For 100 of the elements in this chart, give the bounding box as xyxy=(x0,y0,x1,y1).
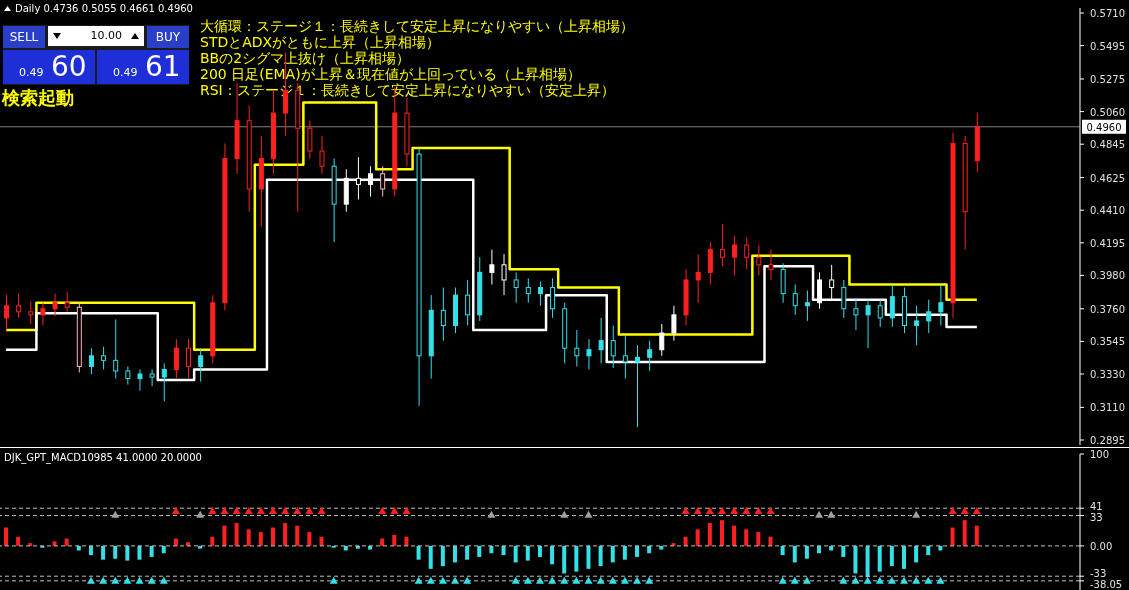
annotation: 0.49 xyxy=(19,66,44,79)
candlestick xyxy=(198,347,204,383)
point xyxy=(839,576,848,584)
y-tick-label: 100 xyxy=(1090,449,1110,460)
point xyxy=(802,576,811,584)
point xyxy=(463,576,472,584)
candlestick xyxy=(707,241,713,286)
bar xyxy=(647,545,652,554)
bar xyxy=(113,545,118,559)
point xyxy=(936,576,945,584)
candlestick xyxy=(440,287,446,342)
point xyxy=(766,506,775,514)
bar xyxy=(198,545,203,549)
point xyxy=(438,576,447,584)
point xyxy=(511,576,520,584)
point xyxy=(487,510,496,518)
annotation: 0.49 xyxy=(113,66,138,79)
candlestick xyxy=(877,299,883,328)
bar xyxy=(719,520,724,546)
sell-button: SELL xyxy=(3,26,45,48)
candlestick xyxy=(610,324,616,369)
bar xyxy=(841,545,846,557)
candlestick xyxy=(550,277,556,319)
bar xyxy=(16,536,21,546)
candlestick xyxy=(186,338,192,380)
bar xyxy=(246,529,251,546)
point xyxy=(536,576,544,584)
candlestick xyxy=(853,297,859,331)
point xyxy=(608,576,617,584)
point xyxy=(730,506,739,514)
point xyxy=(281,506,290,514)
point xyxy=(645,576,654,584)
point xyxy=(159,576,168,584)
bar xyxy=(695,529,700,546)
ref-line-label: 0.4960 xyxy=(1086,121,1122,133)
candlestick xyxy=(671,305,677,342)
candlestick xyxy=(817,271,823,310)
candlestick xyxy=(829,264,835,301)
point xyxy=(596,576,605,584)
bar xyxy=(270,527,275,546)
quantity-field: 10.00 xyxy=(48,26,144,46)
bar xyxy=(598,545,603,567)
point xyxy=(620,576,629,584)
y-tick-label: 0.5060 xyxy=(1090,106,1125,118)
bar xyxy=(525,545,530,561)
y-tick-label: 0.5710 xyxy=(1090,8,1125,20)
y-tick-label: 0.3110 xyxy=(1090,402,1125,414)
candlestick xyxy=(161,362,167,402)
candlestick xyxy=(52,293,58,317)
y-tick-label: 0.4410 xyxy=(1090,205,1125,217)
bar xyxy=(792,545,797,563)
y-tick-label: 0.3545 xyxy=(1090,336,1125,348)
bar xyxy=(161,545,166,554)
bar xyxy=(452,545,457,563)
point xyxy=(220,506,229,514)
bar xyxy=(974,525,979,546)
annotation: Daily 0.4736 0.5055 0.4661 0.4960 xyxy=(14,3,193,14)
point xyxy=(548,576,557,584)
point xyxy=(123,576,132,584)
point xyxy=(900,576,909,584)
bar xyxy=(804,545,809,559)
point xyxy=(572,576,581,584)
candlestick xyxy=(16,293,22,319)
point xyxy=(863,576,872,584)
point xyxy=(256,506,265,514)
point xyxy=(99,576,108,584)
candlestick xyxy=(719,223,725,267)
y-tick-label: -38.05 xyxy=(1090,579,1123,590)
candlestick xyxy=(574,329,580,367)
candlestick xyxy=(841,279,847,319)
bar xyxy=(307,532,312,546)
candlestick xyxy=(792,284,798,316)
candlestick xyxy=(489,249,495,286)
point xyxy=(305,506,314,514)
candlestick xyxy=(914,305,920,346)
bar xyxy=(149,545,154,557)
candlestick xyxy=(537,280,543,307)
candlestick xyxy=(768,249,774,281)
candlestick xyxy=(598,317,604,364)
annotation: 60 xyxy=(51,50,87,83)
point xyxy=(718,506,727,514)
sell-price-box: 0.49 60 xyxy=(3,50,95,84)
candlestick xyxy=(926,299,932,334)
candlestick xyxy=(865,299,871,349)
point xyxy=(705,506,714,514)
bar xyxy=(610,545,615,563)
candlestick xyxy=(732,235,738,276)
annotation: 大循環：ステージ１：長続きして安定上昇になりやすい（上昇相場） xyxy=(200,18,634,34)
point xyxy=(560,510,569,518)
candlestick xyxy=(137,368,143,392)
candlestick xyxy=(88,347,94,375)
point xyxy=(912,576,921,584)
point xyxy=(778,576,787,584)
y-tick-label: 0.2895 xyxy=(1090,434,1125,446)
candlestick xyxy=(586,338,592,370)
point xyxy=(293,506,302,514)
point xyxy=(912,510,921,518)
bar xyxy=(416,545,421,560)
point xyxy=(584,576,593,584)
bar xyxy=(222,525,227,546)
